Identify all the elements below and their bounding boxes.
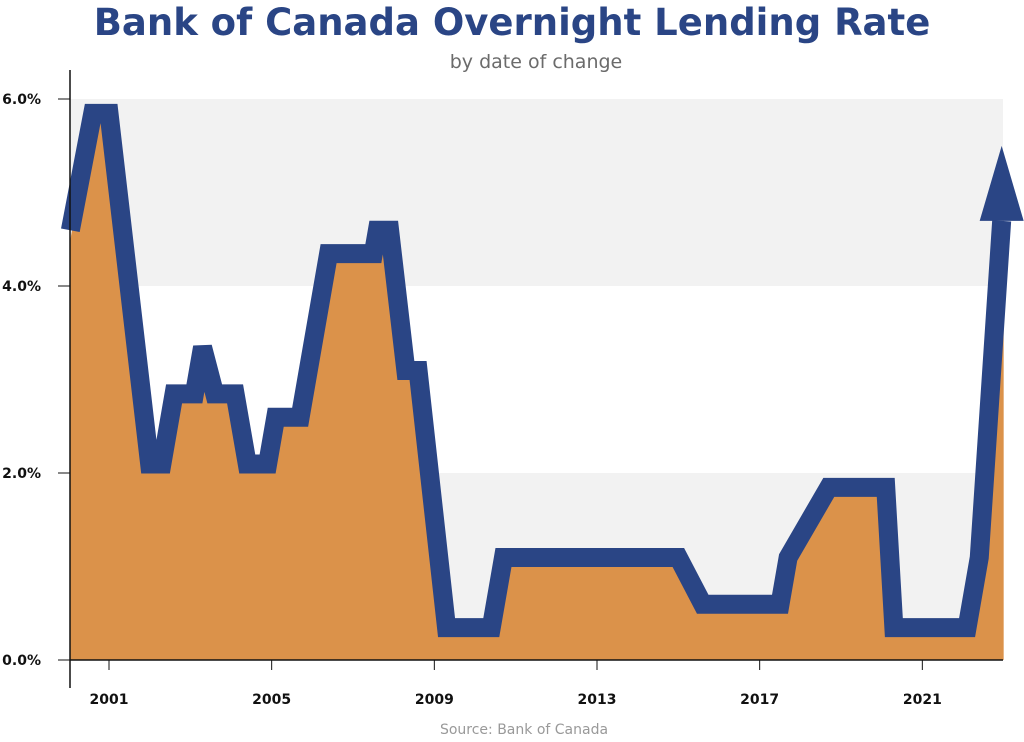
x-tick-label: 2001 <box>90 692 129 708</box>
chart-subtitle: by date of change <box>449 51 623 73</box>
y-tick-label: 2.0% <box>2 466 41 482</box>
x-tick-label: 2021 <box>903 692 942 708</box>
source-note: Source: Bank of Canada <box>439 722 609 738</box>
x-tick-label: 2013 <box>578 692 617 708</box>
rate-area <box>70 122 1004 660</box>
rate-line <box>61 103 1012 638</box>
x-tick-label: 2017 <box>740 692 779 708</box>
y-tick-label: 0.0% <box>2 653 41 669</box>
x-tick-label: 2009 <box>415 692 454 708</box>
y-tick-label: 6.0% <box>2 92 41 108</box>
grid-band <box>70 99 1003 286</box>
chart-title: Bank of Canada Overnight Lending Rate <box>93 1 931 44</box>
arrow-head <box>979 145 1024 221</box>
y-tick-label: 4.0% <box>2 279 41 295</box>
x-tick-label: 2005 <box>252 692 291 708</box>
